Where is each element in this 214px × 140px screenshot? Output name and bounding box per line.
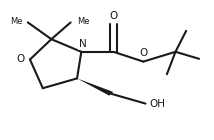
Text: Me: Me — [77, 17, 90, 26]
Text: O: O — [109, 11, 117, 21]
Text: O: O — [16, 54, 24, 65]
Text: O: O — [139, 47, 147, 58]
Text: Me: Me — [10, 17, 22, 26]
Text: OH: OH — [149, 99, 165, 109]
Text: N: N — [79, 39, 86, 49]
Polygon shape — [77, 78, 113, 96]
